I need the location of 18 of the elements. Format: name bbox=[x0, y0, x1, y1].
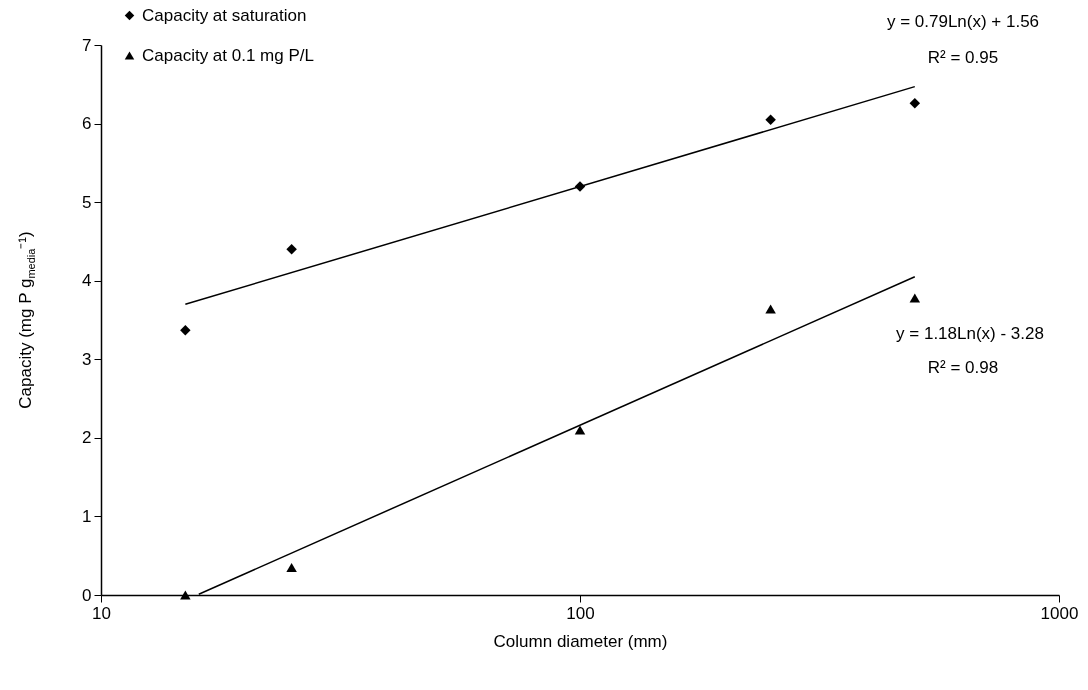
y-tick-label: 5 bbox=[82, 192, 92, 212]
y-tick-label: 6 bbox=[82, 114, 92, 134]
legend-label: Capacity at saturation bbox=[142, 5, 307, 25]
annotation: y = 1.18Ln(x) - 3.28 bbox=[896, 324, 1044, 343]
y-tick-label: 7 bbox=[82, 35, 92, 55]
text: y = 0.79Ln(x) + 1.56 bbox=[886, 12, 1040, 31]
y-tick-label: 3 bbox=[82, 349, 92, 369]
legend-label: Capacity at 0.1 mg P/L bbox=[142, 45, 314, 65]
y-tick-label: 0 bbox=[82, 585, 92, 605]
x-tick-label: 10 bbox=[92, 603, 111, 623]
x-tick-label: 1000 bbox=[1040, 603, 1079, 623]
x-tick-label: 100 bbox=[566, 603, 595, 623]
y-tick-label: 4 bbox=[82, 271, 92, 291]
y-tick-label: 1 bbox=[82, 506, 92, 526]
y-tick-label: 2 bbox=[82, 428, 92, 448]
annotation: R² = 0.95 bbox=[927, 48, 999, 67]
annotation: R² = 0.98 bbox=[927, 358, 999, 377]
x-axis-title: Column diameter (mm) bbox=[493, 631, 668, 651]
